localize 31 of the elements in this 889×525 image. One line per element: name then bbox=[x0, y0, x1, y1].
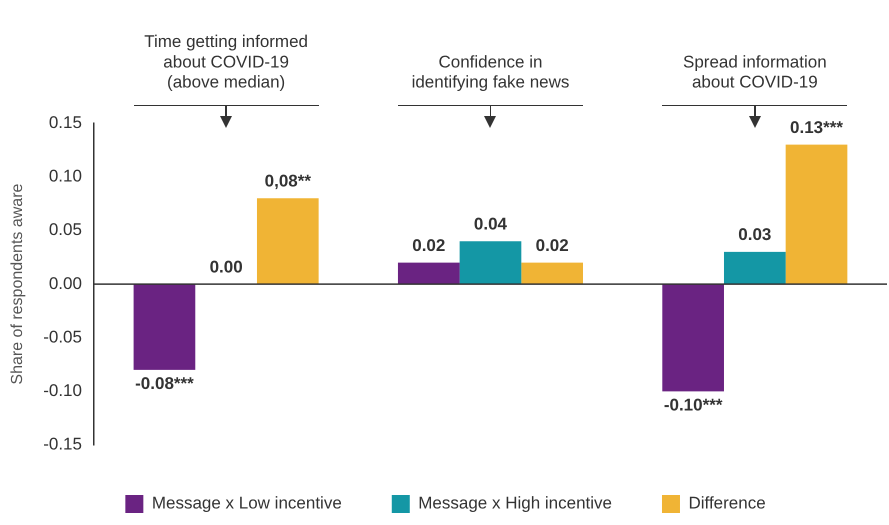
bar bbox=[521, 262, 583, 284]
bar bbox=[398, 262, 460, 284]
data-label: 0.02 bbox=[412, 236, 446, 255]
x-tick-label: Spread information about COVID-19 bbox=[683, 52, 827, 92]
legend-label: Message x Low incentive bbox=[152, 494, 342, 513]
bar bbox=[724, 252, 786, 284]
data-label: 0.00 bbox=[210, 257, 243, 276]
bar bbox=[662, 284, 724, 392]
data-label: -0.10*** bbox=[664, 396, 723, 415]
data-label: 0.02 bbox=[536, 236, 569, 255]
y-tick-label: 0.10 bbox=[48, 166, 82, 186]
y-tick-label: 0.00 bbox=[48, 274, 82, 293]
y-axis-title: Share of respondents aware bbox=[9, 183, 26, 385]
data-label: 0,08** bbox=[264, 171, 312, 190]
y-tick-label: -0.15 bbox=[43, 434, 82, 454]
data-label: -0.08*** bbox=[135, 374, 194, 394]
bar bbox=[256, 198, 319, 284]
bar bbox=[460, 241, 522, 284]
data-label: 0.13*** bbox=[790, 118, 844, 137]
bar bbox=[134, 284, 196, 370]
data-label: 0.03 bbox=[738, 225, 772, 244]
data-label: 0.04 bbox=[474, 214, 508, 234]
y-tick-label: -0.05 bbox=[43, 327, 82, 346]
y-tick-label: 0.15 bbox=[48, 112, 82, 132]
x-tick-label: Time getting informed about COVID-19 (above median) bbox=[144, 32, 308, 92]
x-tick-label: Confidence in identifying fake news bbox=[412, 52, 570, 92]
bar bbox=[786, 144, 848, 284]
y-tick-label: 0.05 bbox=[48, 220, 82, 240]
y-tick-label: -0.10 bbox=[43, 381, 82, 400]
legend-label: Message x High incentive bbox=[418, 494, 612, 513]
legend-label: Difference bbox=[688, 494, 766, 513]
